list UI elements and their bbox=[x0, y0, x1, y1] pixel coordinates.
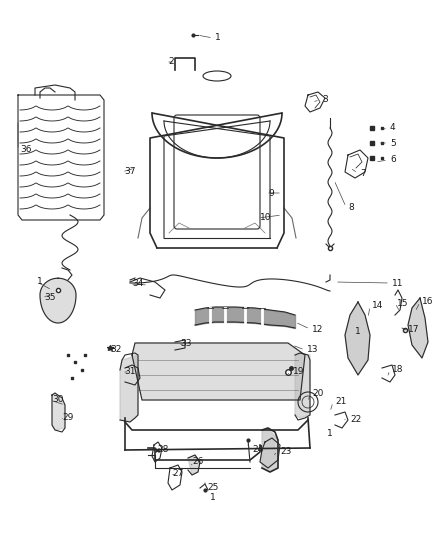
Text: 25: 25 bbox=[207, 482, 219, 491]
Text: 20: 20 bbox=[312, 390, 323, 399]
Text: 14: 14 bbox=[372, 302, 383, 311]
Text: 17: 17 bbox=[408, 325, 420, 334]
Text: 15: 15 bbox=[397, 298, 409, 308]
Text: 34: 34 bbox=[132, 279, 143, 288]
Text: 18: 18 bbox=[392, 366, 403, 375]
Polygon shape bbox=[132, 343, 305, 400]
Text: 36: 36 bbox=[20, 146, 32, 155]
Text: 30: 30 bbox=[52, 395, 64, 405]
Text: 8: 8 bbox=[348, 203, 354, 212]
Text: 10: 10 bbox=[260, 214, 272, 222]
Text: 26: 26 bbox=[192, 457, 203, 466]
Text: 19: 19 bbox=[293, 367, 304, 376]
Text: 24: 24 bbox=[252, 446, 263, 455]
Text: 5: 5 bbox=[390, 139, 396, 148]
Polygon shape bbox=[52, 393, 65, 430]
Text: 32: 32 bbox=[110, 345, 121, 354]
Polygon shape bbox=[260, 438, 278, 468]
Text: 22: 22 bbox=[350, 415, 361, 424]
Text: 27: 27 bbox=[172, 470, 184, 479]
Text: 1: 1 bbox=[215, 34, 221, 43]
Text: 16: 16 bbox=[422, 297, 434, 306]
Text: 7: 7 bbox=[360, 168, 366, 177]
Polygon shape bbox=[120, 355, 138, 422]
Text: 9: 9 bbox=[268, 189, 274, 198]
Text: 1: 1 bbox=[327, 430, 333, 439]
Polygon shape bbox=[345, 302, 370, 375]
Text: 13: 13 bbox=[307, 345, 318, 354]
Text: 1: 1 bbox=[37, 278, 43, 287]
Text: 4: 4 bbox=[390, 124, 396, 133]
Text: 29: 29 bbox=[62, 413, 74, 422]
Text: 11: 11 bbox=[392, 279, 403, 287]
Text: 1: 1 bbox=[355, 327, 361, 336]
Text: 31: 31 bbox=[124, 367, 135, 376]
Polygon shape bbox=[262, 428, 278, 472]
Text: 37: 37 bbox=[124, 167, 135, 176]
Text: 3: 3 bbox=[322, 95, 328, 104]
Text: 6: 6 bbox=[390, 156, 396, 165]
Text: 21: 21 bbox=[335, 398, 346, 407]
Polygon shape bbox=[40, 278, 76, 323]
Text: 23: 23 bbox=[280, 448, 291, 456]
Text: 2: 2 bbox=[168, 58, 173, 67]
Text: 28: 28 bbox=[157, 446, 168, 455]
Text: 35: 35 bbox=[44, 293, 56, 302]
Text: 1: 1 bbox=[210, 492, 216, 502]
Text: 12: 12 bbox=[312, 325, 323, 334]
Text: 33: 33 bbox=[180, 340, 191, 349]
Polygon shape bbox=[188, 455, 200, 475]
Polygon shape bbox=[295, 353, 310, 418]
Polygon shape bbox=[408, 298, 428, 358]
